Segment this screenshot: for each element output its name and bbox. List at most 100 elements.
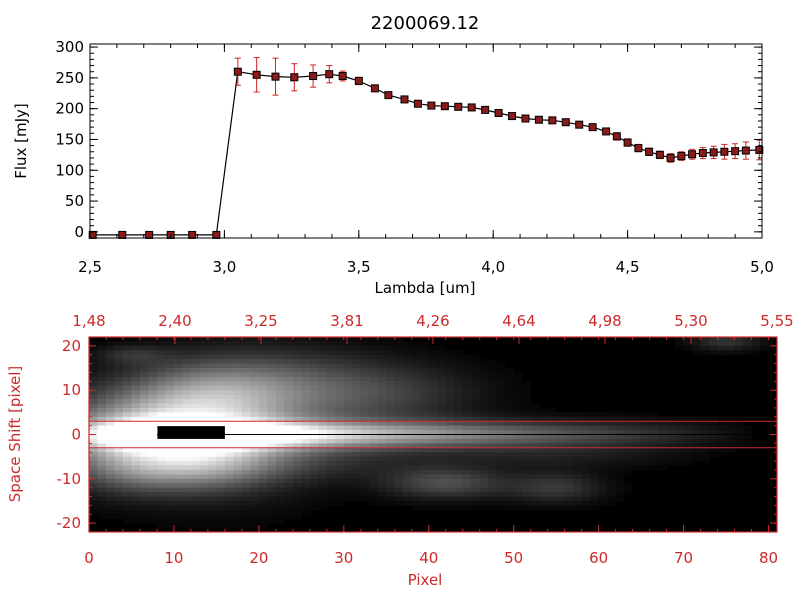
- image-cell: [148, 483, 158, 489]
- image-cell: [343, 421, 353, 427]
- image-cell: [471, 443, 481, 449]
- image-cell: [241, 438, 251, 444]
- image-cell: [131, 337, 141, 342]
- image-cell: [403, 372, 413, 378]
- image-cell: [131, 447, 141, 453]
- image-cell: [369, 496, 379, 502]
- image-cell: [182, 345, 192, 351]
- image-cell: [139, 412, 149, 418]
- image-cell: [233, 514, 243, 520]
- image-cell: [445, 354, 455, 360]
- image-cell: [343, 430, 353, 435]
- image-cell: [411, 341, 421, 347]
- image-cell: [479, 461, 489, 467]
- image-cell: [182, 447, 192, 453]
- image-cell: [258, 465, 268, 471]
- image-cell: [428, 443, 438, 449]
- image-cell: [173, 390, 183, 396]
- image-cell: [454, 425, 464, 431]
- image-cell: [437, 345, 447, 351]
- image-cell: [556, 456, 566, 462]
- image-cell: [284, 345, 294, 351]
- image-cell: [216, 523, 226, 529]
- image-cell: [131, 430, 141, 435]
- image-cell: [522, 407, 532, 413]
- image-cell: [250, 359, 260, 365]
- image-cell: [258, 452, 268, 458]
- image-cell: [590, 452, 600, 458]
- image-cell: [284, 483, 294, 489]
- image-cell: [250, 394, 260, 400]
- image-cell: [292, 443, 302, 449]
- image-cell: [216, 438, 226, 444]
- image-cell: [420, 483, 430, 489]
- image-cell: [199, 390, 209, 396]
- image-cell: [539, 438, 549, 444]
- image-cell: [386, 403, 396, 409]
- image-cell: [122, 500, 132, 506]
- image-cell: [148, 474, 158, 480]
- image-cell: [641, 434, 651, 440]
- image-cell: [224, 403, 234, 409]
- image-cell: [97, 443, 107, 449]
- image-cell: [216, 456, 226, 462]
- image-cell: [284, 376, 294, 382]
- image-cell: [343, 390, 353, 396]
- image-cell: [607, 487, 617, 493]
- image-cell: [105, 509, 115, 515]
- image-cell: [301, 483, 311, 489]
- image-cell: [709, 341, 719, 347]
- image-cell: [360, 430, 370, 435]
- image-cell: [275, 456, 285, 462]
- image-cell: [335, 500, 345, 506]
- image-cell: [343, 478, 353, 484]
- image-cell: [89, 465, 98, 471]
- image-cell: [386, 345, 396, 351]
- image-cell: [233, 390, 243, 396]
- image-cell: [420, 452, 430, 458]
- image-cell: [428, 492, 438, 498]
- image-cell: [190, 447, 200, 453]
- image-cell: [139, 337, 149, 342]
- image-cell: [114, 354, 124, 360]
- image-cell: [275, 505, 285, 511]
- image-cell: [131, 390, 141, 396]
- data-point: [575, 120, 584, 129]
- image-cell: [148, 350, 158, 356]
- image-cell: [190, 483, 200, 489]
- image-cell: [522, 469, 532, 475]
- image-cell: [190, 465, 200, 471]
- image-cell: [139, 372, 149, 378]
- image-cell: [292, 469, 302, 475]
- image-cell: [318, 443, 328, 449]
- image-cell: [292, 474, 302, 480]
- image-cell: [173, 354, 183, 360]
- image-cell: [224, 447, 234, 453]
- image-cell: [97, 492, 107, 498]
- image-cell: [607, 474, 617, 480]
- image-cell: [420, 496, 430, 502]
- image-cell: [139, 478, 149, 484]
- image-cell: [292, 505, 302, 511]
- image-cell: [335, 452, 345, 458]
- image-cell: [89, 434, 98, 440]
- image-cell: [530, 452, 540, 458]
- image-cell: [369, 469, 379, 475]
- image-cell: [454, 421, 464, 427]
- image-cell: [267, 337, 277, 342]
- image-cell: [479, 496, 489, 502]
- image-cell: [97, 376, 107, 382]
- image-cell: [114, 447, 124, 453]
- image-cell: [403, 434, 413, 440]
- image-cell: [454, 368, 464, 373]
- image-cell: [131, 434, 141, 440]
- image-cell: [250, 496, 260, 502]
- image-cell: [496, 434, 506, 440]
- image-cell: [241, 407, 251, 413]
- image-cell: [513, 500, 523, 506]
- image-cell: [360, 478, 370, 484]
- image-cell: [105, 407, 115, 413]
- image-cell: [241, 368, 251, 373]
- image-cell: [692, 345, 702, 351]
- image-cell: [199, 474, 209, 480]
